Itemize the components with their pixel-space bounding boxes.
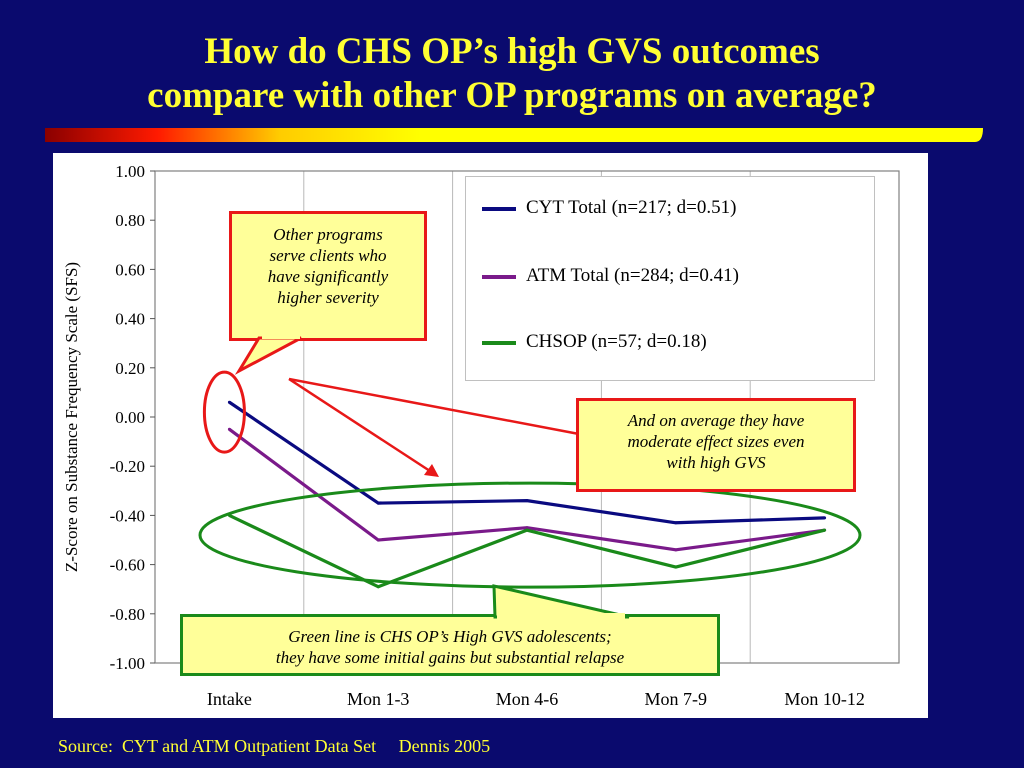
y-tick-label: 0.00 <box>115 408 145 427</box>
highlight-ellipse-green <box>198 481 862 589</box>
y-tick-label: -1.00 <box>110 654 145 673</box>
source-note: Source: CYT and ATM Outpatient Data Set … <box>58 736 491 756</box>
x-tick-label: Intake <box>207 689 252 709</box>
legend-entry-atm: ATM Total (n=284; d=0.41) <box>482 265 739 289</box>
callout-relapse: Green line is CHS OP’s High GVS adolesce… <box>180 614 720 676</box>
legend-label-atm: ATM Total (n=284; d=0.41) <box>526 265 739 286</box>
x-tick-label: Mon 1-3 <box>347 689 410 709</box>
data-point <box>525 528 529 532</box>
y-tick-label: 0.20 <box>115 359 145 378</box>
callout-relapse-line-1: Green line is CHS OP’s High GVS adolesce… <box>288 627 612 646</box>
callout-severity-line-4: higher severity <box>277 288 379 307</box>
title-underline-bar <box>45 128 983 142</box>
data-point <box>376 538 380 542</box>
legend-swatch-cyt <box>482 206 516 211</box>
x-tick-label: Mon 4-6 <box>496 689 559 709</box>
data-point <box>674 565 678 569</box>
arrow-line-to-effect-callout <box>288 377 580 436</box>
data-point <box>227 400 231 404</box>
data-point <box>823 516 827 520</box>
callout-effect-sizes: And on average they have moderate effect… <box>576 398 856 492</box>
y-tick-label: -0.60 <box>110 556 145 575</box>
legend-entry-chsop: CHSOP (n=57; d=0.18) <box>482 331 707 355</box>
x-tick-label: Mon 10-12 <box>784 689 865 709</box>
y-tick-label: 0.60 <box>115 260 145 279</box>
x-tick-label: Mon 7-9 <box>645 689 708 709</box>
title-line-1: How do CHS OP’s high GVS outcomes <box>204 31 820 72</box>
y-tick-label: -0.20 <box>110 457 145 476</box>
callout-severity-line-3: have significantly <box>267 267 389 286</box>
callout-severity-line-1: Other programs <box>273 225 383 244</box>
data-point <box>227 427 231 431</box>
callout-effect-line-1: And on average they have <box>627 411 805 430</box>
y-tick-label: 0.80 <box>115 211 145 230</box>
y-axis-label: Z-Score on Substance Frequency Scale (SF… <box>62 262 81 572</box>
legend-swatch-chsop <box>482 340 516 345</box>
legend-label-chsop: CHSOP (n=57; d=0.18) <box>526 331 707 352</box>
legend-label-cyt: CYT Total (n=217; d=0.51) <box>526 197 737 218</box>
y-tick-label: 1.00 <box>115 162 145 181</box>
callout-effect-line-2: moderate effect sizes even <box>627 432 805 451</box>
data-point <box>376 501 380 505</box>
legend: CYT Total (n=217; d=0.51) ATM Total (n=2… <box>465 176 875 381</box>
callout-severity-line-2: serve clients who <box>269 246 387 265</box>
y-tick-label: 0.40 <box>115 310 145 329</box>
legend-entry-cyt: CYT Total (n=217; d=0.51) <box>482 197 736 221</box>
highlight-ellipse-intake <box>202 370 246 454</box>
title-line-2: compare with other OP programs on averag… <box>147 75 877 116</box>
data-point <box>376 585 380 589</box>
y-tick-label: -0.80 <box>110 605 145 624</box>
series-lines <box>227 400 827 589</box>
arrow-head <box>424 464 439 477</box>
callout-severity: Other programs serve clients who have si… <box>229 211 427 341</box>
callout-relapse-line-2: they have some initial gains but substan… <box>275 648 625 667</box>
data-point <box>525 526 529 530</box>
arrow-line <box>288 377 434 475</box>
slide-title: How do CHS OP’s high GVS outcomes compar… <box>0 30 1024 118</box>
callout-effect-line-3: with high GVS <box>666 453 766 472</box>
data-point <box>674 521 678 525</box>
data-point <box>525 499 529 503</box>
chart-panel: 1.00 0.80 0.60 0.40 0.20 0.00 -0.20 -0.40 -0.60 -… <box>53 153 928 718</box>
y-tick-label: -0.40 <box>110 506 145 525</box>
data-point <box>823 528 827 532</box>
data-point <box>674 548 678 552</box>
legend-swatch-atm <box>482 274 516 279</box>
